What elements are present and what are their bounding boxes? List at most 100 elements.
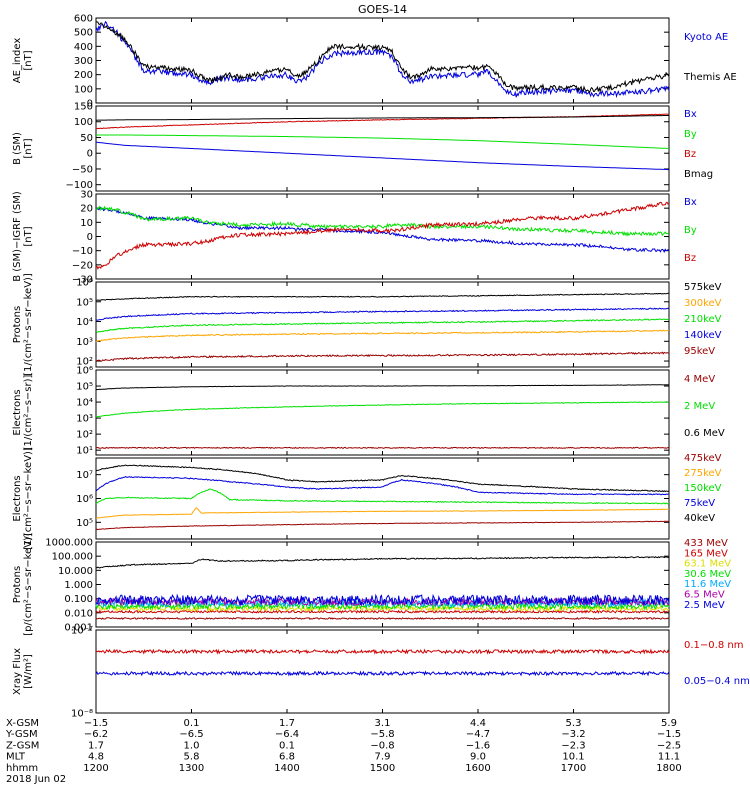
legend-entry-protons_mev-2: 63.1 MeV xyxy=(684,559,731,570)
series-line-bigrf-1 xyxy=(95,205,670,237)
series-line-protons_mev-1 xyxy=(95,609,670,614)
y-tick-label-bigrf-4: 10 xyxy=(80,218,93,229)
panel-frame-electrons_mev xyxy=(95,369,670,456)
x-row-value-1-3: −5.8 xyxy=(370,729,394,740)
y-tick-label-bigrf-2: −10 xyxy=(72,246,93,257)
x-row-value-4-0: 1200 xyxy=(83,763,108,774)
legend-entry-bsm-0: Bx xyxy=(684,109,697,120)
x-row-value-4-6: 1800 xyxy=(656,763,681,774)
x-row-value-1-5: −3.2 xyxy=(561,729,585,740)
y-axis-label-ae-0: AE_index xyxy=(12,38,23,84)
x-row-value-2-6: −2.5 xyxy=(657,740,681,751)
series-line-protons_kev-3 xyxy=(95,307,670,321)
legend-entry-protons_mev-1: 165 MeV xyxy=(684,548,728,559)
x-row-value-0-2: 1.7 xyxy=(279,718,295,729)
series-line-protons_kev-4 xyxy=(95,351,670,362)
y-tick-label-protons_mev-2: 0.100 xyxy=(64,594,93,605)
y-axis-label-protons_mev-1: [p/(cm²−s−sr−keV)] xyxy=(23,533,34,636)
y-tick-label-ae-4: 400 xyxy=(74,42,93,53)
legend-entry-electrons_mev-0: 4 MeV xyxy=(684,374,715,385)
legend-entry-bigrf-1: By xyxy=(684,225,697,236)
series-line-protons_mev-7 xyxy=(95,556,670,569)
x-row-value-3-6: 11.1 xyxy=(658,752,680,763)
y-axis-label-electrons_mev-0: Electrons xyxy=(12,389,23,435)
x-row-value-4-3: 1500 xyxy=(370,763,395,774)
series-line-ae-0 xyxy=(95,20,670,99)
x-row-value-4-2: 1400 xyxy=(274,763,299,774)
x-row-value-4-4: 1600 xyxy=(465,763,490,774)
y-axis-label-protons_kev-1: [1/(cm²−s−sr−keV)] xyxy=(23,273,34,376)
legend-entry-electrons_kev-2: 150keV xyxy=(684,483,722,494)
series-line-protons_mev-6 xyxy=(95,593,670,607)
x-row-value-1-6: −1.5 xyxy=(657,729,681,740)
x-row-value-3-1: 5.8 xyxy=(184,752,200,763)
y-tick-label-electrons_mev-2: 10³ xyxy=(76,414,93,425)
series-line-bsm-1 xyxy=(96,134,669,149)
series-line-electrons_kev-4 xyxy=(95,464,670,493)
panel-frame-bigrf xyxy=(95,193,670,280)
y-tick-label-bsm-0: −100 xyxy=(66,180,93,191)
series-line-protons_kev-0 xyxy=(96,292,669,301)
x-row-label-3: MLT xyxy=(6,752,26,763)
x-row-label-4: hhmm xyxy=(6,763,38,774)
y-axis-label-ae-1: [nT] xyxy=(23,50,34,70)
y-axis-label-bsm-1: [nT] xyxy=(23,138,34,158)
panel-frame-protons_mev xyxy=(95,541,670,628)
y-tick-label-ae-2: 200 xyxy=(74,70,93,81)
x-row-value-1-2: −6.4 xyxy=(275,729,299,740)
series-line-electrons_kev-3 xyxy=(95,476,669,496)
y-tick-label-protons_mev-4: 10.000 xyxy=(58,566,93,577)
y-tick-label-bsm-5: 150 xyxy=(74,102,93,113)
y-tick-label-bigrf-5: 20 xyxy=(80,204,93,215)
series-line-electrons_mev-0 xyxy=(95,446,670,449)
y-tick-label-xray-0: 10⁻⁸ xyxy=(71,709,93,720)
legend-entry-protons_kev-1: 300keV xyxy=(684,298,722,309)
y-tick-label-protons_mev-6: 1000.000 xyxy=(45,538,93,549)
x-row-value-0-6: 5.9 xyxy=(661,718,677,729)
y-tick-label-protons_kev-3: 10⁵ xyxy=(76,297,93,308)
y-tick-label-protons_kev-1: 10³ xyxy=(76,337,93,348)
series-line-electrons_mev-1 xyxy=(96,401,670,418)
series-line-electrons_kev-0 xyxy=(95,520,670,531)
legend-entry-protons_mev-6: 2.5 MeV xyxy=(684,600,725,611)
y-tick-label-protons_mev-0: 0.001 xyxy=(64,623,93,634)
x-row-value-0-1: 0.1 xyxy=(184,718,200,729)
y-axis-label-xray-0: Xray Flux xyxy=(12,648,23,695)
y-tick-label-electrons_mev-1: 10² xyxy=(76,430,93,441)
y-tick-label-protons_mev-3: 1.000 xyxy=(64,580,93,591)
x-row-value-2-0: 1.7 xyxy=(88,740,104,751)
series-line-xray-1 xyxy=(95,670,670,677)
y-tick-label-bsm-4: 100 xyxy=(74,117,93,128)
legend-entry-electrons_kev-1: 275keV xyxy=(684,468,722,479)
legend-entry-xray-1: 0.05−0.4 nm xyxy=(684,676,750,687)
y-tick-label-ae-1: 100 xyxy=(74,84,93,95)
x-row-value-0-4: 4.4 xyxy=(470,718,486,729)
y-axis-label-xray-1: [W/m²] xyxy=(23,654,34,689)
x-row-value-3-5: 10.1 xyxy=(562,752,584,763)
y-tick-label-protons_mev-5: 100.000 xyxy=(52,552,93,563)
y-tick-label-bigrf-3: 0 xyxy=(87,232,93,243)
legend-entry-electrons_mev-1: 2 MeV xyxy=(684,401,715,412)
series-line-protons_mev-0 xyxy=(95,616,670,621)
legend-entry-bsm-1: By xyxy=(684,129,697,140)
y-axis-label-protons_mev-0: Protons xyxy=(12,566,23,603)
x-row-value-0-5: 5.3 xyxy=(566,718,582,729)
series-line-electrons_kev-1 xyxy=(95,507,670,519)
y-tick-label-bigrf-6: 30 xyxy=(80,190,93,201)
x-row-value-2-5: −2.3 xyxy=(561,740,585,751)
x-row-value-1-4: −4.7 xyxy=(466,729,490,740)
series-line-electrons_kev-2 xyxy=(95,488,670,505)
legend-entry-ae-0: Kyoto AE xyxy=(684,32,728,43)
legend-entry-bsm-2: Bz xyxy=(684,149,696,160)
chart-title: GOES-14 xyxy=(358,3,407,16)
x-row-label-2: Z-GSM xyxy=(6,740,39,751)
x-row-value-4-1: 1300 xyxy=(179,763,204,774)
legend-entry-bigrf-2: Bz xyxy=(684,253,696,264)
y-tick-label-protons_kev-4: 10⁶ xyxy=(76,278,93,289)
series-line-protons_mev-3 xyxy=(95,601,670,611)
y-tick-label-electrons_kev-1: 10⁶ xyxy=(76,494,93,505)
y-tick-label-ae-5: 500 xyxy=(74,28,93,39)
y-tick-label-protons_kev-0: 10² xyxy=(76,357,93,368)
legend-entry-ae-1: Themis AE xyxy=(683,72,737,83)
